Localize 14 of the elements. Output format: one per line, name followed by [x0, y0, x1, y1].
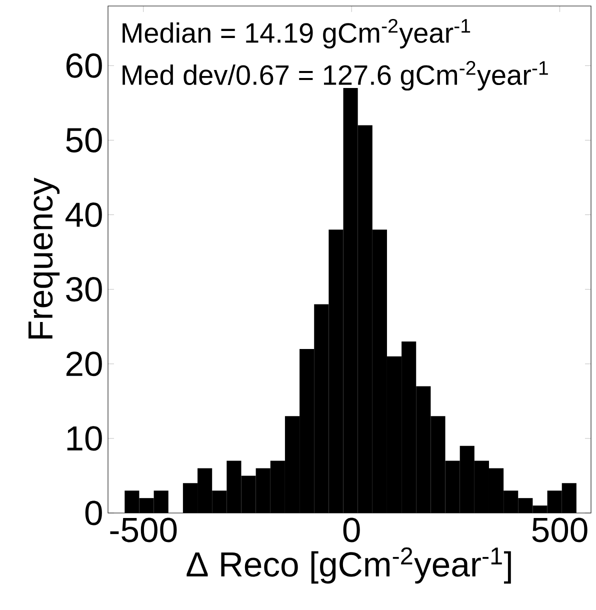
y-tick-label: 0	[85, 500, 102, 526]
annotation: Med dev/0.67 = 127.6 gCm$^{-2}$year$^{-1}$	[122, 61, 548, 91]
annotation: Median = 14.19 gCm$^{-2}$year$^{-1}$	[122, 18, 470, 48]
y-tick-label: 10	[67, 426, 102, 451]
x-tick-label: -500	[110, 518, 177, 542]
x-axis-title: Δ Reco [gCm$^{-2}$year$^{-1}$]	[186, 547, 511, 584]
y-tick-label: 40	[66, 202, 102, 228]
x-tick-label: 0	[343, 518, 360, 542]
y-tick-label: 20	[66, 352, 102, 376]
y-tick-label: 60	[66, 53, 102, 78]
y-tick-label: 50	[66, 128, 102, 152]
x-tick-label: 500	[532, 518, 588, 542]
y-tick-label: 30	[66, 277, 102, 302]
y-axis-title: Frequency	[28, 178, 60, 339]
